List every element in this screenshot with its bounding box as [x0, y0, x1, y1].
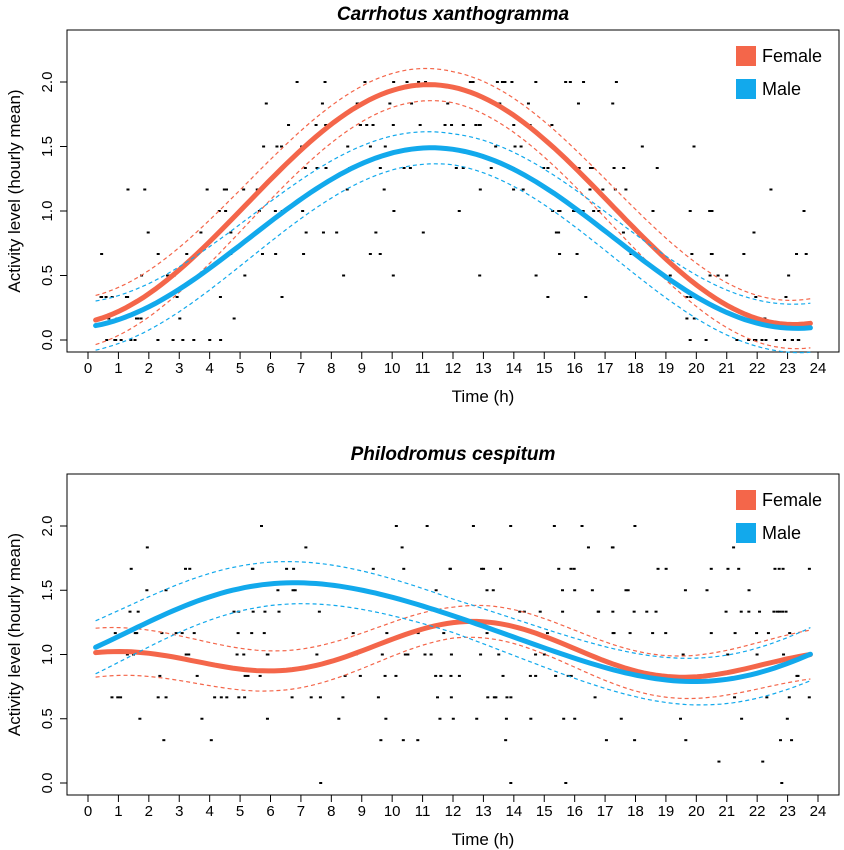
legend-swatch	[736, 79, 756, 99]
x-tick-label: 4	[205, 803, 213, 820]
legend-label: Female	[762, 46, 822, 66]
fit-line-male	[93, 580, 813, 684]
x-tick-label: 13	[475, 803, 492, 820]
x-axis-label: Time (h)	[452, 387, 515, 406]
x-tick-label: 0	[84, 803, 92, 820]
x-tick-label: 8	[327, 360, 335, 377]
x-tick-label: 10	[384, 360, 401, 377]
x-tick-label: 21	[718, 803, 735, 820]
y-tick-label: 1.5	[39, 580, 56, 601]
y-tick-label: 2.0	[39, 72, 56, 93]
fit-line-male	[93, 145, 813, 331]
ci-upper-male	[95, 131, 811, 305]
x-tick-label: 4	[205, 360, 213, 377]
x-tick-label: 11	[415, 360, 431, 377]
ci-lower-male	[95, 163, 811, 354]
chart-title: Carrhotus xanthogramma	[337, 4, 570, 25]
legend-swatch	[736, 46, 756, 66]
ci-upper-male	[95, 561, 811, 659]
x-tick-label: 1	[114, 360, 122, 377]
x-tick-label: 24	[810, 803, 827, 820]
x-tick-label: 12	[445, 803, 462, 820]
x-axis-label: Time (h)	[452, 830, 515, 849]
x-tick-label: 23	[779, 360, 796, 377]
x-tick-label: 5	[236, 803, 244, 820]
x-tick-label: 7	[297, 803, 305, 820]
fit-line-female	[93, 618, 813, 680]
x-tick-label: 10	[384, 803, 401, 820]
x-tick-label: 23	[779, 803, 796, 820]
x-tick-label: 17	[597, 360, 614, 377]
y-tick-label: 1.5	[39, 136, 56, 157]
y-tick-label: 0.0	[39, 330, 56, 351]
y-tick-label: 0.0	[39, 773, 56, 794]
x-tick-label: 16	[566, 803, 583, 820]
plot-frame	[66, 473, 840, 796]
x-tick-label: 12	[445, 360, 462, 377]
x-tick-label: 2	[145, 360, 153, 377]
legend-swatch	[736, 523, 756, 543]
ci-lower-female	[95, 636, 811, 700]
x-tick-label: 5	[236, 360, 244, 377]
ci-lower-female	[95, 100, 811, 350]
x-tick-label: 14	[505, 360, 522, 377]
y-axis-label: Activity level (hourly mean)	[5, 533, 24, 736]
series-female	[93, 67, 813, 350]
x-tick-label: 19	[658, 803, 675, 820]
x-tick-label: 9	[358, 803, 366, 820]
legend-label: Male	[762, 523, 801, 543]
data-points	[99, 81, 808, 341]
x-tick-label: 8	[327, 803, 335, 820]
x-tick-label: 22	[749, 803, 766, 820]
x-tick-label: 19	[658, 360, 675, 377]
x-tick-label: 15	[536, 803, 553, 820]
x-tick-label: 14	[505, 803, 522, 820]
x-tick-label: 20	[688, 803, 705, 820]
x-tick-label: 21	[718, 360, 735, 377]
x-tick-label: 17	[597, 803, 614, 820]
y-tick-label: 2.0	[39, 516, 56, 537]
x-tick-label: 3	[175, 360, 183, 377]
x-tick-label: 9	[358, 360, 366, 377]
legend: Female Male	[736, 46, 822, 99]
series-male	[93, 561, 813, 706]
x-tick-label: 6	[266, 360, 274, 377]
x-tick-label: 0	[84, 360, 92, 377]
x-tick-label: 7	[297, 360, 305, 377]
x-tick-label: 1	[114, 803, 122, 820]
legend-label: Female	[762, 490, 822, 510]
ci-lower-male	[95, 603, 811, 706]
x-tick-label: 3	[175, 803, 183, 820]
x-tick-label: 13	[475, 360, 492, 377]
x-tick-label: 24	[810, 360, 827, 377]
ci-upper-female	[95, 67, 811, 302]
chart-title: Philodromus cespitum	[351, 444, 556, 465]
x-tick-label: 22	[749, 360, 766, 377]
x-tick-label: 2	[145, 803, 153, 820]
y-tick-label: 0.5	[39, 265, 56, 286]
x-tick-label: 15	[536, 360, 553, 377]
series-female	[93, 604, 813, 700]
x-tick-label: 16	[566, 360, 583, 377]
y-tick-label: 0.5	[39, 708, 56, 729]
legend-swatch	[736, 490, 756, 510]
legend-label: Male	[762, 79, 801, 99]
x-tick-label: 18	[627, 360, 644, 377]
x-tick-label: 18	[627, 803, 644, 820]
x-tick-label: 20	[688, 360, 705, 377]
ci-upper-female	[95, 604, 811, 657]
x-tick-label: 11	[415, 803, 431, 820]
fit-line-female	[93, 82, 813, 328]
legend: Female Male	[736, 490, 822, 543]
y-axis-label: Activity level (hourly mean)	[5, 89, 24, 292]
series-male	[93, 131, 813, 354]
y-tick-label: 1.0	[39, 201, 56, 222]
y-tick-label: 1.0	[39, 644, 56, 665]
x-tick-label: 6	[266, 803, 274, 820]
